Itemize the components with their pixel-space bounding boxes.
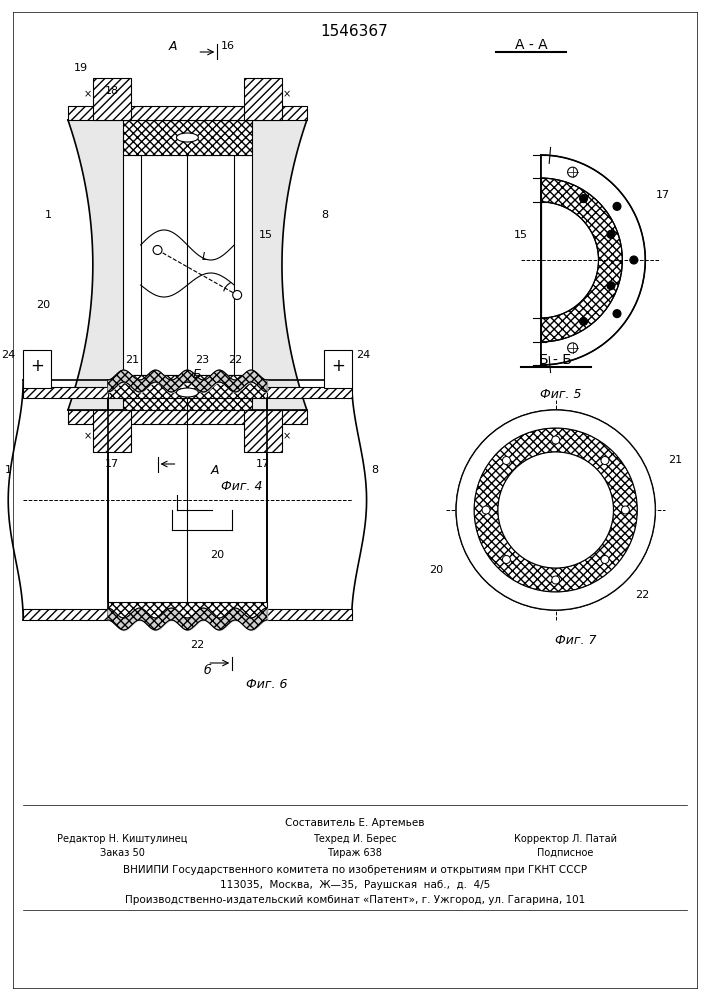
Circle shape (153, 245, 162, 254)
Text: ×: × (84, 89, 92, 99)
Text: A: A (168, 39, 177, 52)
Circle shape (601, 555, 609, 563)
Text: +: + (30, 357, 44, 375)
Text: 21: 21 (126, 355, 140, 365)
Bar (324, 350, 351, 388)
Bar (23, 609, 107, 620)
Wedge shape (541, 178, 622, 342)
Text: Б - Б: Б - Б (539, 353, 572, 367)
Text: Фиг. 6: Фиг. 6 (246, 678, 288, 692)
Bar (93, 410, 131, 452)
Circle shape (551, 436, 560, 444)
Bar (107, 602, 267, 620)
Text: 24: 24 (356, 350, 370, 360)
Bar (244, 410, 282, 452)
Text: 17: 17 (105, 459, 119, 469)
Text: 19: 19 (74, 63, 88, 73)
Text: 22: 22 (190, 640, 204, 650)
Text: ×: × (283, 89, 291, 99)
Text: 22: 22 (228, 355, 243, 365)
Bar (107, 380, 267, 398)
Text: 15: 15 (514, 230, 528, 240)
Circle shape (233, 290, 242, 300)
Text: 1546367: 1546367 (321, 24, 389, 39)
Text: 8: 8 (321, 210, 328, 220)
Text: 18: 18 (105, 86, 119, 96)
Circle shape (621, 506, 629, 514)
Text: 20: 20 (429, 565, 443, 575)
Text: 1: 1 (45, 210, 52, 220)
Text: Заказ 50: Заказ 50 (100, 848, 145, 858)
Circle shape (568, 167, 578, 177)
Text: 21: 21 (668, 455, 682, 465)
Text: Редактор Н. Киштулинец: Редактор Н. Киштулинец (57, 834, 188, 844)
Circle shape (630, 256, 638, 264)
Circle shape (607, 230, 615, 238)
Circle shape (498, 452, 614, 568)
Bar (123, 155, 252, 375)
Bar (23, 350, 51, 388)
Text: 20: 20 (210, 550, 224, 560)
Text: 17: 17 (256, 459, 270, 469)
Text: ×: × (283, 431, 291, 441)
Text: A - A: A - A (515, 38, 547, 52)
Text: 8: 8 (371, 465, 378, 475)
Polygon shape (68, 120, 307, 410)
Bar (267, 387, 351, 398)
Text: 113035,  Москва,  Ж—35,  Раушская  наб.,  д.  4/5: 113035, Москва, Ж—35, Раушская наб., д. … (219, 880, 490, 890)
Circle shape (551, 576, 560, 584)
Text: Фиг. 5: Фиг. 5 (540, 388, 581, 401)
Bar (244, 78, 282, 120)
Text: A: A (211, 464, 219, 477)
Text: Техред И. Берес: Техред И. Берес (312, 834, 397, 844)
Bar (123, 120, 252, 155)
Bar (68, 106, 307, 120)
Circle shape (482, 506, 490, 514)
Text: Составитель Е. Артемьев: Составитель Е. Артемьев (285, 818, 424, 828)
Text: L: L (202, 252, 209, 262)
Text: Подписное: Подписное (537, 848, 594, 858)
Text: 23: 23 (195, 355, 209, 365)
Text: +: + (331, 357, 344, 375)
Bar (93, 78, 131, 120)
Text: ВНИИПИ Государственного комитета по изобретениям и открытиям при ГКНТ СССР: ВНИИПИ Государственного комитета по изоб… (122, 865, 587, 875)
Text: ×: × (84, 431, 92, 441)
Circle shape (580, 317, 588, 325)
Wedge shape (541, 202, 599, 318)
Text: Фиг. 4: Фиг. 4 (221, 481, 263, 493)
Circle shape (568, 343, 578, 353)
Circle shape (503, 555, 510, 563)
Text: Тираж 638: Тираж 638 (327, 848, 382, 858)
Text: Б: Б (193, 368, 201, 381)
Circle shape (613, 202, 621, 210)
Circle shape (601, 457, 609, 465)
Text: 16: 16 (221, 41, 235, 51)
Text: Фиг. 7: Фиг. 7 (555, 634, 597, 647)
Bar (23, 387, 107, 398)
Circle shape (613, 310, 621, 318)
Text: б: б (204, 664, 211, 676)
Bar (267, 609, 351, 620)
Text: 17: 17 (656, 190, 670, 200)
Text: 20: 20 (36, 300, 50, 310)
Text: 22: 22 (635, 590, 650, 600)
Text: 15: 15 (259, 230, 273, 240)
Bar (68, 410, 307, 424)
Circle shape (456, 410, 655, 610)
Text: Корректор Л. Патай: Корректор Л. Патай (514, 834, 617, 844)
Ellipse shape (177, 388, 199, 397)
Text: 1: 1 (5, 465, 12, 475)
Wedge shape (541, 155, 645, 365)
Text: Производственно-издательский комбинат «Патент», г. Ужгород, ул. Гагарина, 101: Производственно-издательский комбинат «П… (124, 895, 585, 905)
Circle shape (503, 457, 510, 465)
Circle shape (607, 282, 615, 290)
Bar (123, 375, 252, 410)
Circle shape (580, 195, 588, 203)
Text: 24: 24 (1, 350, 16, 360)
Ellipse shape (177, 133, 199, 142)
